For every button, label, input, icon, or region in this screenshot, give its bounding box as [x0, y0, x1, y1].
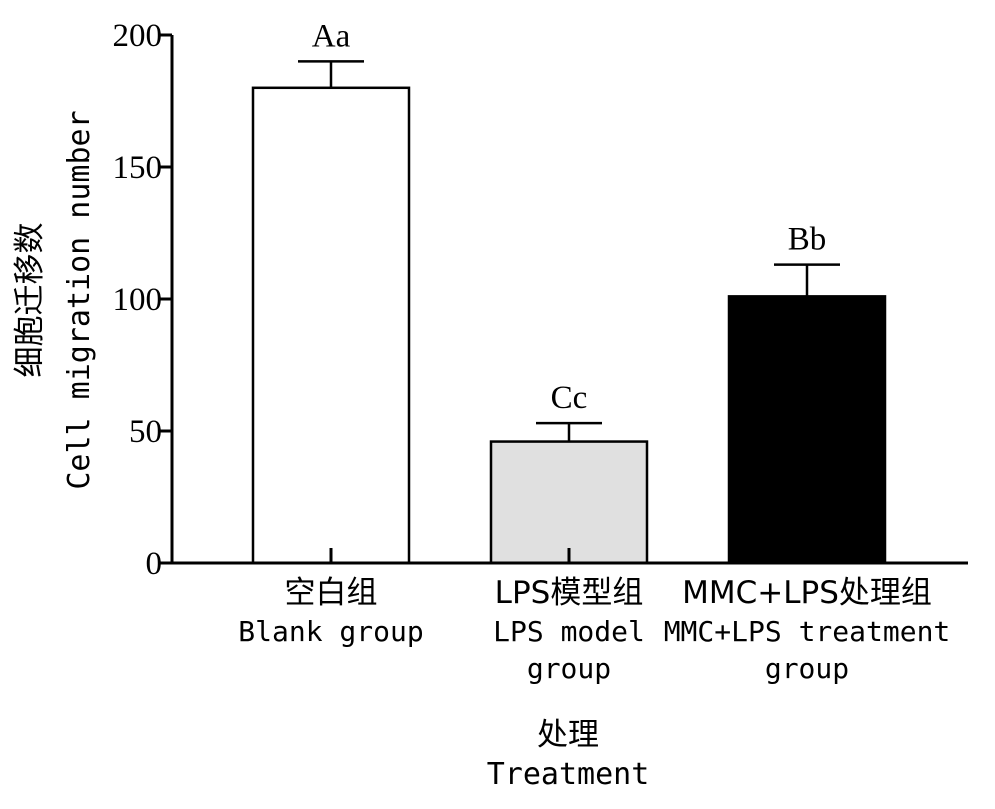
y-tick-label: 200 [113, 18, 163, 54]
significance-label: Bb [788, 222, 827, 258]
y-axis-title-cn: 细胞迁移数 [12, 223, 48, 378]
bar [251, 86, 411, 565]
bar [727, 295, 887, 565]
x-axis-title-cn: 处理 [537, 717, 599, 753]
significance-label: Cc [551, 380, 588, 416]
y-tick-label: 50 [129, 414, 162, 450]
significance-label: Aa [312, 18, 351, 54]
y-axis-title-en-group: Cell migration number [62, 110, 97, 489]
category-label-en: MMC+LPS treatment [664, 615, 951, 648]
category-label-en: group [527, 652, 611, 685]
y-tick-label: 100 [113, 282, 163, 318]
bars-layer: Aa Cc Bb [251, 18, 887, 565]
category-label-cn: LPS模型组 [495, 575, 644, 611]
y-ticks: 0 50 100 150 200 [113, 18, 172, 582]
x-category-labels: 空白组 Blank group LPS模型组 LPS model group MMC+LP… [238, 575, 950, 685]
y-axis-title-en: Cell migration number [62, 110, 97, 489]
category-label-cn: MMC+LPS处理组 [682, 575, 932, 611]
y-tick-label: 0 [146, 546, 163, 582]
category-label-en: Blank group [238, 615, 423, 648]
category-label-en: group [765, 652, 849, 685]
y-axis-title-cn-group: 细胞迁移数 [12, 223, 48, 378]
x-axis-title-en: Treatment [487, 757, 650, 792]
bar [489, 440, 649, 565]
category-label-cn: 空白组 [285, 575, 378, 611]
y-tick-label: 150 [113, 150, 163, 186]
category-label-en: LPS model [493, 615, 645, 648]
